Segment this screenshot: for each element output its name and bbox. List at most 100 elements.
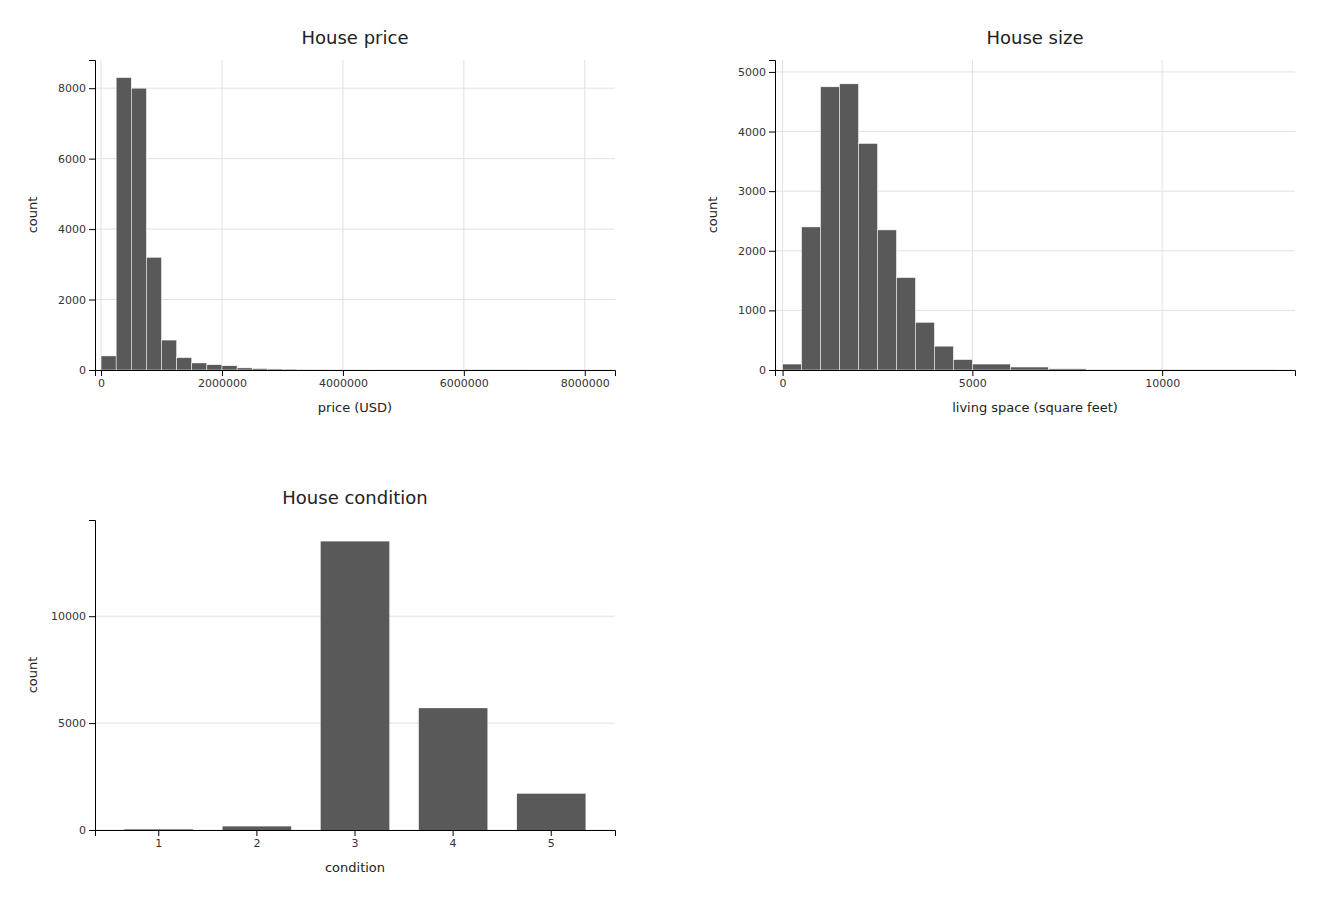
bar: [934, 346, 953, 370]
bar: [222, 366, 237, 370]
tick-mark: [783, 370, 784, 376]
tick-label: 2000: [58, 294, 86, 307]
tick: 5000: [738, 66, 775, 79]
tick-mark: [769, 310, 775, 311]
grid: [775, 60, 1295, 370]
tick: 6000: [58, 153, 95, 166]
x-axis: 0 2000000 4000000 6000000 8000000: [96, 370, 616, 390]
tick-mark: [89, 229, 95, 230]
grid-line: [584, 60, 585, 370]
tick: 2000000: [198, 370, 247, 390]
y-axis: 0 2000 4000 6000 8000: [58, 61, 96, 378]
grid-line: [95, 229, 615, 230]
grid-line: [95, 88, 615, 89]
bar: [321, 541, 390, 830]
tick-label: 4000: [58, 223, 86, 236]
grid-line: [95, 299, 615, 300]
bar: [877, 230, 896, 370]
bar: [131, 88, 146, 370]
bar: [223, 826, 292, 830]
tick-label: 10000: [51, 610, 86, 623]
bar: [162, 340, 177, 370]
tick-mark: [453, 830, 454, 836]
tick-mark: [769, 251, 775, 252]
tick-mark: [769, 191, 775, 192]
tick: 6000000: [440, 370, 489, 390]
tick-mark: [89, 370, 95, 371]
tick-mark: [585, 370, 586, 376]
bars: [124, 541, 585, 830]
bar: [124, 829, 193, 830]
tick: 10000: [51, 610, 95, 623]
tick: 4000: [738, 126, 775, 139]
panel: 0 2000000 4000000 6000000 8000000 0 2000 4000 60…: [25, 27, 616, 415]
y-axis-title: count: [25, 197, 40, 234]
tick-label: 8000: [58, 82, 86, 95]
bar: [267, 369, 282, 370]
bar: [343, 369, 373, 370]
x-axis-title: living space (square feet): [952, 400, 1118, 415]
bar: [116, 78, 131, 370]
bar: [207, 365, 222, 370]
bar: [517, 794, 586, 830]
tick-label: 5: [548, 837, 555, 850]
bar: [859, 143, 878, 370]
bar: [282, 369, 297, 370]
tick-label: 4000000: [319, 377, 368, 390]
tick-mark: [769, 132, 775, 133]
tick-label: 10000: [1145, 377, 1180, 390]
tick: 0: [98, 370, 105, 390]
tick-label: 0: [79, 364, 86, 377]
axis-line: [776, 371, 1296, 377]
bar: [821, 87, 840, 370]
x-axis: 0500010000: [776, 370, 1296, 390]
bar: [237, 368, 252, 370]
tick: 8000: [58, 82, 95, 95]
tick-label: 4000: [738, 126, 766, 139]
tick: 4000: [58, 223, 95, 236]
tick: 4000000: [319, 370, 368, 390]
tick-label: 5000: [58, 717, 86, 730]
tick-label: 8000000: [561, 377, 610, 390]
bar: [783, 364, 802, 370]
tick-mark: [551, 830, 552, 836]
bar: [177, 358, 192, 370]
grid-line: [95, 158, 615, 159]
tick-label: 6000: [58, 153, 86, 166]
tick: 0: [780, 370, 787, 390]
tick: 1000: [738, 304, 775, 317]
tick-mark: [464, 370, 465, 376]
tick: 8000000: [561, 370, 610, 390]
tick-label: 2000000: [198, 377, 247, 390]
grid: [95, 60, 615, 370]
grid-line: [782, 60, 783, 370]
tick: 4: [450, 830, 457, 850]
grid-line: [463, 60, 464, 370]
tick: 10000: [1145, 370, 1180, 390]
tick: 3: [352, 830, 359, 850]
tick-label: 5000: [738, 66, 766, 79]
bar: [524, 369, 584, 370]
y-axis-title: count: [25, 657, 40, 694]
bar: [915, 322, 934, 370]
axis-line: [96, 371, 616, 377]
bar: [192, 363, 207, 370]
bar: [1010, 367, 1048, 370]
bar: [802, 227, 821, 370]
title: House price: [302, 27, 409, 48]
tick-mark: [256, 830, 257, 836]
bar: [1048, 369, 1086, 370]
tick-mark: [1162, 370, 1163, 376]
bar: [972, 364, 1010, 370]
tick-label: 2000: [738, 245, 766, 258]
bar: [298, 369, 313, 370]
panel: 0500010000010002000300040005000House siz…: [705, 27, 1296, 415]
axis-line: [89, 521, 96, 831]
tick-mark: [222, 370, 223, 376]
tick-mark: [101, 370, 102, 376]
tick: 5000: [58, 717, 95, 730]
tick: 0: [79, 364, 95, 377]
grid-line: [101, 60, 102, 370]
panel: 123450500010000House conditionconditionc…: [25, 487, 616, 875]
tick: 2: [253, 830, 260, 850]
